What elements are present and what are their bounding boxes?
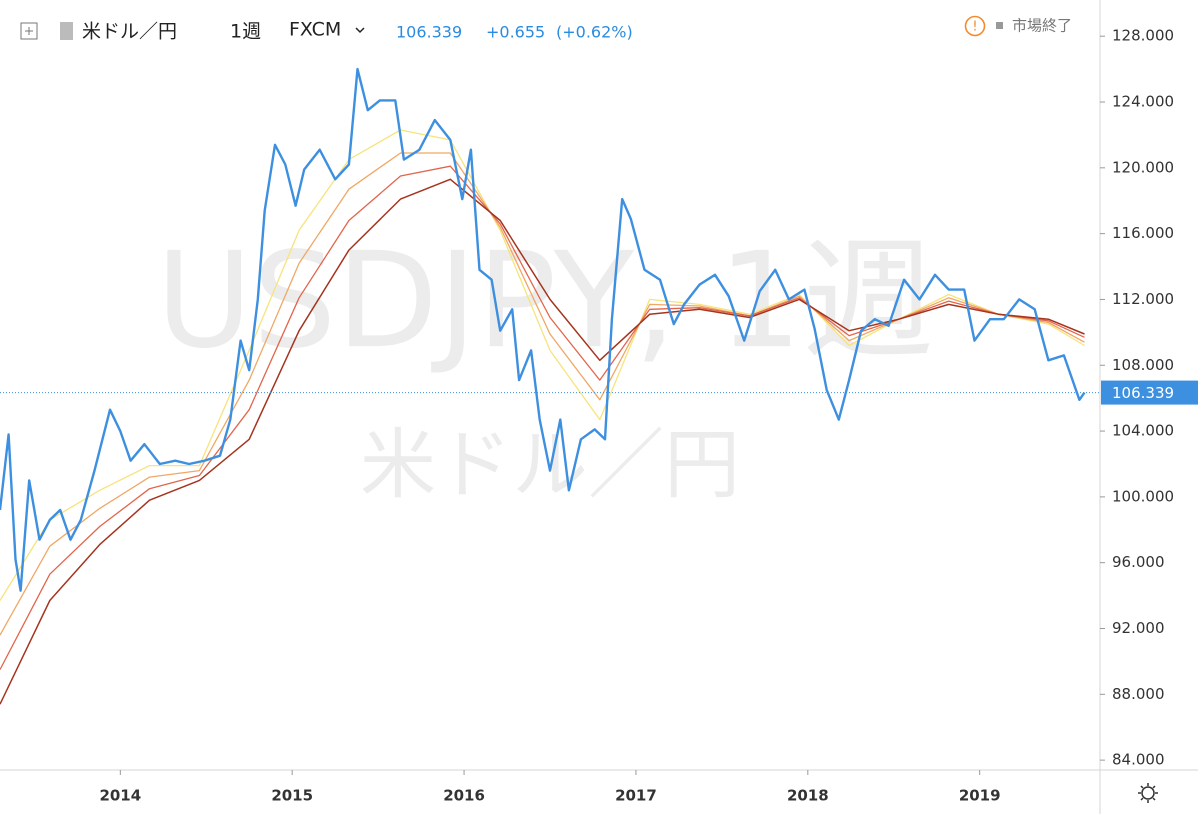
y-tick-label: 88.000 xyxy=(1112,685,1165,703)
y-tick-label: 108.000 xyxy=(1112,356,1174,374)
y-tick-label: 92.000 xyxy=(1112,619,1165,637)
gear-teeth xyxy=(1138,783,1158,803)
flag-icon[interactable] xyxy=(60,22,73,40)
y-tick-label: 128.000 xyxy=(1112,27,1174,45)
watermark-name: 米ドル／円 xyxy=(360,420,740,509)
market-status: 市場終了 xyxy=(1012,17,1072,35)
interval[interactable]: 1週 xyxy=(230,21,261,43)
watermark-symbol: USDJPY, 1週 xyxy=(156,224,934,378)
y-tick-label: 84.000 xyxy=(1112,751,1165,769)
change: +0.655 xyxy=(486,23,545,42)
x-tick-label: 2016 xyxy=(443,787,485,805)
y-tick-label: 124.000 xyxy=(1112,93,1174,111)
symbol-name[interactable]: 米ドル／円 xyxy=(82,21,177,43)
x-tick-label: 2015 xyxy=(271,787,313,805)
settings-icon[interactable] xyxy=(1138,783,1158,803)
y-tick-label: 100.000 xyxy=(1112,487,1174,505)
y-tick-label: 120.000 xyxy=(1112,158,1174,176)
source[interactable]: FXCM xyxy=(289,19,341,41)
price-line xyxy=(0,152,1085,636)
last-price-label: 106.339 xyxy=(1112,384,1174,402)
y-tick-label: 96.000 xyxy=(1112,553,1165,571)
status-dot xyxy=(996,22,1003,29)
x-tick-label: 2019 xyxy=(959,787,1001,805)
x-tick-label: 2017 xyxy=(615,787,657,805)
status-icon[interactable] xyxy=(964,15,986,37)
change-percent: (+0.62%) xyxy=(556,23,633,42)
source-dropdown[interactable] xyxy=(355,27,365,34)
gear-body xyxy=(1141,786,1155,800)
y-tick-label: 116.000 xyxy=(1112,224,1174,242)
y-tick-label: 104.000 xyxy=(1112,422,1174,440)
x-tick-label: 2018 xyxy=(787,787,829,805)
y-tick-label: 112.000 xyxy=(1112,290,1174,308)
plot xyxy=(0,67,1100,705)
last-price-tag xyxy=(1101,380,1198,405)
status-icon-mark: ! xyxy=(972,20,977,35)
x-tick-label: 2014 xyxy=(99,787,141,805)
price-line xyxy=(0,129,1085,601)
add-icon-cross xyxy=(25,27,33,35)
add-icon[interactable] xyxy=(20,22,38,40)
price-line xyxy=(0,67,1086,592)
price-line xyxy=(0,165,1085,670)
header: 米ドル／円 1週 FXCM 106.339 +0.655 (+0.62%) ! … xyxy=(20,15,1072,43)
price-line xyxy=(0,178,1085,705)
price: 106.339 xyxy=(396,23,462,42)
